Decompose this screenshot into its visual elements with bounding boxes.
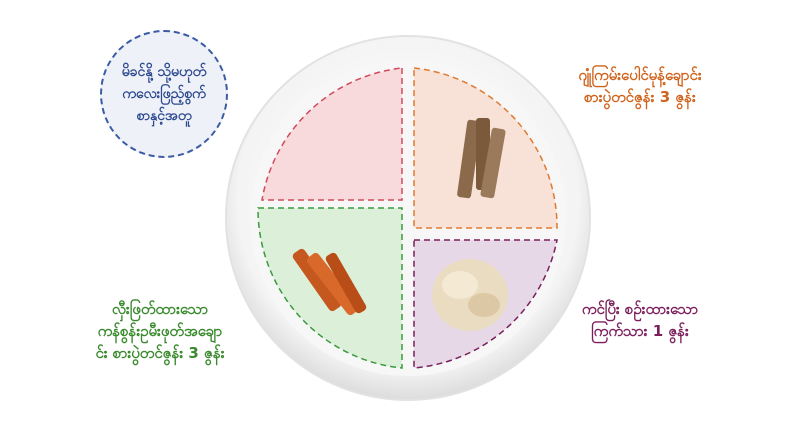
label-line: င်း စားပွဲတင်ဇွန်း 3 ဇွန်း xyxy=(95,344,225,362)
label-line: လှီးဖြတ်ထားသော xyxy=(111,300,209,318)
label-line: ကြက်သား 1 ဇွန်း xyxy=(591,322,689,340)
chopped-chicken xyxy=(432,259,508,331)
label-line: စားပွဲတင်ဇွန်း 3 ဇွန်း xyxy=(584,88,696,106)
label-chicken: ကင်ပြီး စဉ်းထားသော ကြက်သား 1 ဇွန်း xyxy=(550,298,730,342)
section-top-left xyxy=(261,67,403,201)
breastmilk-bubble: မိခင်နို့ သို့မဟုတ် ကလေးဖြည့်စွက် စာနှင့… xyxy=(100,30,228,158)
label-sweet-potato: လှီးဖြတ်ထားသော ကန်စွန်းဥမီးဖုတ်အချော င်း… xyxy=(60,298,260,364)
label-bread: ဂျုံကြမ်းပေါင်မုန့်ချောင်း စားပွဲတင်ဇွန်… xyxy=(540,64,740,108)
bubble-line: စာနှင့်အတူ xyxy=(136,108,192,124)
bubble-line: မိခင်နို့ သို့မဟုတ် xyxy=(121,64,207,80)
label-line: ဂျုံကြမ်းပေါင်မုန့်ချောင်း xyxy=(578,66,702,84)
label-line: ကန်စွန်းဥမီးဖုတ်အချော xyxy=(97,322,223,340)
bubble-line: ကလေးဖြည့်စွက် xyxy=(122,86,206,102)
sweet-potato-slices xyxy=(292,248,367,316)
label-line: ကင်ပြီး စဉ်းထားသော xyxy=(581,300,699,318)
toast-strips xyxy=(457,118,506,199)
